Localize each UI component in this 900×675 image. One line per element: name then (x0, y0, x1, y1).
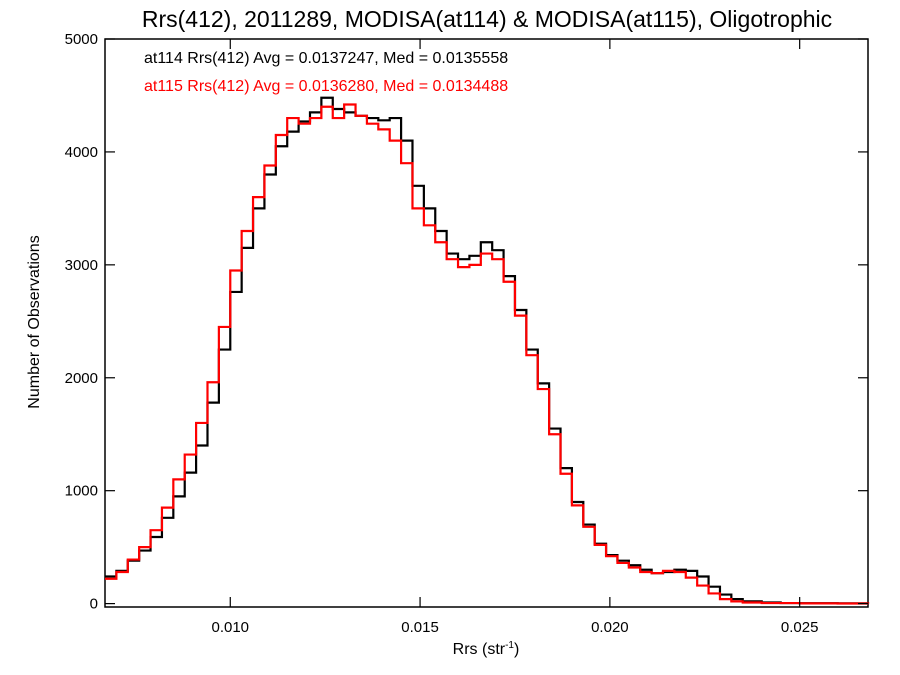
x-tick-label: 0.010 (211, 619, 249, 636)
y-tick-label: 5000 (65, 31, 98, 48)
x-axis-label: Rrs (str-1) (453, 640, 520, 658)
y-axis-label: Number of Observations (26, 235, 43, 408)
x-axis-label-main: Rrs (str (453, 641, 506, 658)
chart-title: Rrs(412), 2011289, MODISA(at114) & MODIS… (142, 6, 832, 32)
legend-entry-at114: at114 Rrs(412) Avg = 0.0137247, Med = 0.… (144, 50, 508, 67)
y-tick-label: 1000 (65, 483, 98, 500)
x-axis-label-close: ) (514, 641, 519, 658)
y-tick-label: 4000 (65, 144, 98, 161)
series-line-at115 (105, 103, 870, 605)
x-axis-label-superscript: -1 (505, 640, 514, 651)
y-tick-label: 3000 (65, 257, 98, 274)
x-tick-label: 0.025 (781, 619, 819, 636)
y-tick-label: 2000 (65, 370, 98, 387)
series-layer (105, 96, 870, 605)
x-tick-label: 0.020 (591, 619, 629, 636)
legend-entry-at115: at115 Rrs(412) Avg = 0.0136280, Med = 0.… (144, 78, 508, 95)
series-line-at114 (105, 96, 870, 605)
plot-frame (104, 38, 869, 608)
x-tick-label: 0.015 (401, 619, 439, 636)
ticks-layer: 0.010 0.015 0.020 0.025 0 1000 2000 3000 4000 500… (65, 31, 868, 636)
y-tick-label: 0 (90, 596, 98, 613)
